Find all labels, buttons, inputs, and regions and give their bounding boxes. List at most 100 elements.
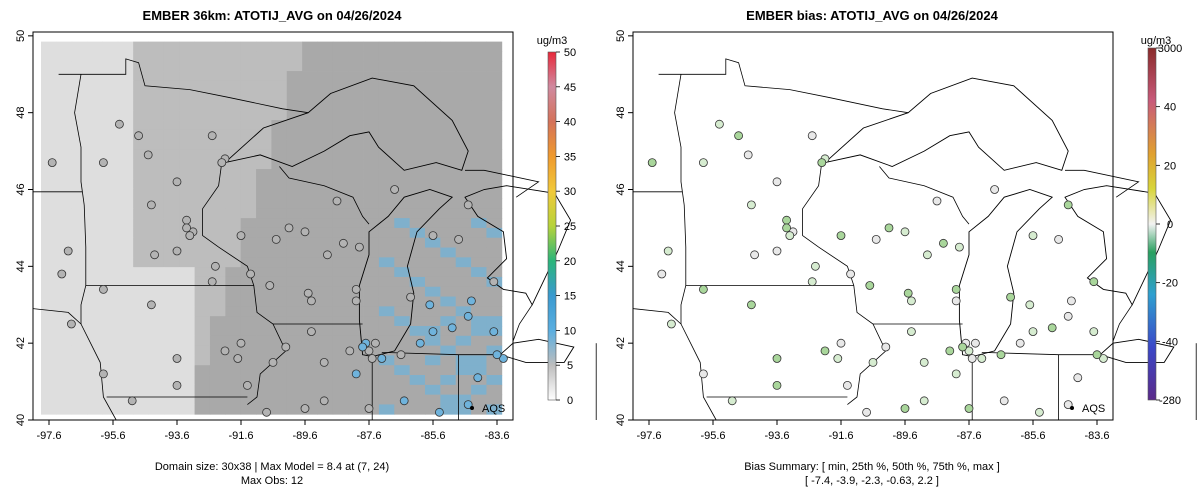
left-site-marker bbox=[463, 200, 473, 210]
heatmap-cell bbox=[256, 267, 272, 278]
heatmap-cell bbox=[409, 237, 426, 248]
heatmap-cell bbox=[256, 90, 272, 101]
left-site-marker bbox=[498, 354, 508, 363]
heatmap-cell bbox=[102, 237, 119, 248]
heatmap-cell bbox=[41, 257, 57, 268]
heatmap-cell bbox=[163, 394, 180, 405]
heatmap-cell bbox=[194, 129, 211, 141]
heatmap-cell bbox=[332, 384, 349, 396]
heatmap-cell bbox=[71, 178, 88, 190]
heatmap-cell bbox=[87, 218, 103, 229]
heatmap-cell bbox=[286, 90, 303, 101]
heatmap-cell bbox=[117, 110, 134, 121]
heatmap-cell bbox=[41, 345, 57, 356]
heatmap-cell bbox=[133, 149, 149, 160]
heatmap-cell bbox=[378, 325, 395, 337]
heatmap-cell bbox=[256, 61, 272, 72]
left-site-marker bbox=[99, 284, 108, 294]
heatmap-cell bbox=[317, 208, 334, 219]
heatmap-cell bbox=[41, 365, 57, 376]
right-site-marker bbox=[836, 338, 846, 348]
heatmap-cell bbox=[240, 247, 257, 258]
heatmap-cell bbox=[425, 61, 441, 72]
heatmap-cell bbox=[117, 325, 134, 337]
heatmap-cell bbox=[471, 178, 487, 190]
right-site-marker bbox=[807, 277, 817, 287]
right-caption-1: Bias Summary: [ min, 25th %, 50th %, 75t… bbox=[744, 461, 1000, 473]
heatmap-cell bbox=[409, 61, 426, 72]
heatmap-cell bbox=[194, 375, 211, 386]
heatmap-cell bbox=[332, 80, 349, 92]
colorbar-tick-label: 20 bbox=[1164, 160, 1176, 172]
heatmap-cell bbox=[348, 188, 364, 199]
heatmap-cell bbox=[87, 335, 103, 346]
heatmap-cell bbox=[148, 90, 165, 101]
heatmap-cell bbox=[332, 276, 349, 288]
heatmap-cell bbox=[41, 325, 57, 337]
heatmap-cell bbox=[440, 159, 457, 170]
heatmap-cell bbox=[179, 80, 195, 92]
heatmap-cell bbox=[117, 384, 134, 396]
heatmap-cell bbox=[286, 257, 303, 268]
y-tick-label: 40 bbox=[615, 414, 627, 426]
heatmap-cell bbox=[471, 90, 487, 101]
heatmap-cell bbox=[209, 306, 226, 317]
heatmap-cell bbox=[71, 218, 88, 229]
left-site-marker bbox=[127, 396, 137, 406]
heatmap-cell bbox=[409, 51, 426, 62]
heatmap-cell bbox=[102, 247, 119, 258]
left-site-marker bbox=[319, 357, 329, 367]
heatmap-cell bbox=[87, 404, 103, 415]
heatmap-cell bbox=[102, 178, 119, 190]
heatmap-cell bbox=[225, 139, 242, 150]
heatmap-cell bbox=[71, 51, 88, 62]
heatmap-cell bbox=[209, 296, 226, 307]
x-tick-label: -97.6 bbox=[36, 430, 61, 442]
heatmap-cell bbox=[41, 316, 57, 327]
heatmap-cell bbox=[302, 257, 318, 268]
heatmap-cell bbox=[102, 375, 119, 386]
heatmap-cell bbox=[133, 404, 149, 415]
heatmap-cell bbox=[440, 227, 457, 239]
right-site-marker bbox=[881, 342, 891, 352]
heatmap-cell bbox=[440, 276, 457, 288]
x-tick-label: -93.6 bbox=[764, 430, 789, 442]
heatmap-cell bbox=[179, 129, 195, 141]
heatmap-cell bbox=[194, 120, 211, 131]
heatmap-cell bbox=[87, 90, 103, 101]
right-title: EMBER bias: ATOTIJ_AVG on 04/26/2024 bbox=[746, 8, 998, 23]
heatmap-cell bbox=[394, 384, 411, 396]
heatmap-cell bbox=[332, 316, 349, 327]
heatmap-cell bbox=[455, 375, 472, 386]
left-site-marker bbox=[354, 242, 364, 252]
heatmap-cell bbox=[41, 335, 57, 346]
heatmap-cell bbox=[394, 198, 411, 209]
heatmap-cell bbox=[71, 286, 88, 297]
heatmap-cell bbox=[56, 257, 73, 268]
heatmap-cell bbox=[440, 129, 457, 141]
heatmap-cell bbox=[378, 384, 395, 396]
heatmap-cell bbox=[56, 178, 73, 190]
heatmap-cell bbox=[102, 169, 119, 180]
heatmap-cell bbox=[163, 267, 180, 278]
heatmap-cell bbox=[394, 404, 411, 415]
heatmap-cell bbox=[194, 306, 211, 317]
heatmap-cell bbox=[286, 100, 303, 111]
heatmap-cell bbox=[425, 159, 441, 170]
heatmap-cell bbox=[102, 139, 119, 150]
heatmap-cell bbox=[486, 404, 503, 415]
heatmap-cell bbox=[332, 41, 349, 52]
heatmap-cell bbox=[148, 345, 165, 356]
heatmap-cell bbox=[163, 139, 180, 150]
heatmap-cell bbox=[378, 247, 395, 258]
heatmap-cell bbox=[225, 100, 242, 111]
left-x-axis: -97.6 -95.6 -93.6 -91.6 -89.6 -87.6 -85.6 -83.6 bbox=[36, 420, 510, 442]
right-site-marker bbox=[772, 354, 782, 363]
heatmap-cell bbox=[209, 208, 226, 219]
y-tick-label: 42 bbox=[15, 337, 27, 349]
heatmap-cell bbox=[409, 247, 426, 258]
heatmap-cell bbox=[225, 61, 242, 72]
heatmap-cell bbox=[455, 169, 472, 180]
heatmap-cell bbox=[409, 404, 426, 415]
heatmap-cell bbox=[71, 296, 88, 307]
